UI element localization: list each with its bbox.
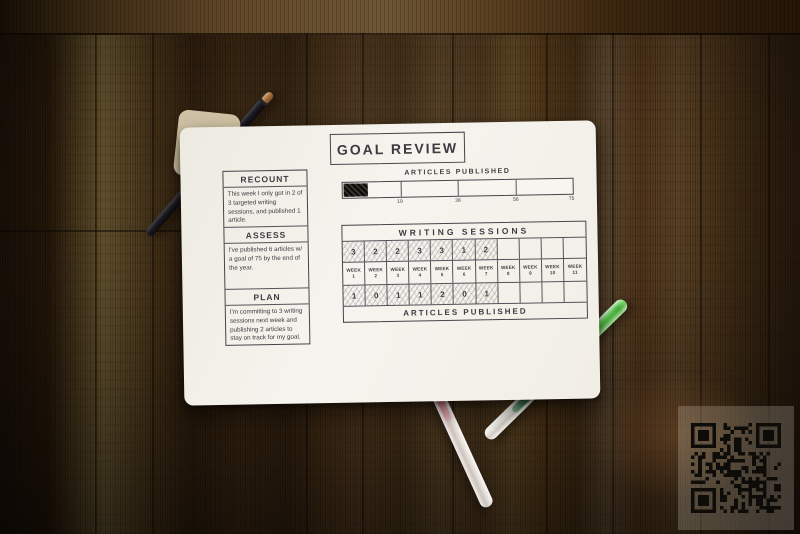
week-cell: WEEK 6 bbox=[453, 260, 476, 283]
week-cell: WEEK 1 bbox=[342, 262, 366, 285]
qr-code-overlay bbox=[678, 406, 794, 530]
session-cell bbox=[541, 237, 564, 259]
session-cell bbox=[497, 238, 520, 260]
session-cell: 3 bbox=[408, 240, 432, 261]
progress-tick bbox=[515, 179, 517, 195]
weekly-tracker-table: WRITING SESSIONS 3 2 2 3 3 1 2 WEEK 1 WEE… bbox=[341, 220, 588, 323]
progress-tick bbox=[400, 181, 402, 197]
page-title: GOAL REVIEW bbox=[336, 139, 459, 158]
article-cell bbox=[564, 282, 586, 302]
article-cell bbox=[520, 282, 543, 303]
article-cell: 0 bbox=[453, 283, 477, 304]
article-cell: 2 bbox=[431, 283, 455, 305]
tick-label: 75 bbox=[568, 195, 575, 202]
week-cell: WEEK 7 bbox=[475, 260, 498, 283]
session-cell: 2 bbox=[364, 241, 388, 262]
qr-code-icon bbox=[691, 423, 781, 513]
section-header-recount: RECOUNT bbox=[223, 170, 307, 188]
session-cell: 1 bbox=[453, 239, 476, 260]
week-cell: WEEK 8 bbox=[497, 259, 521, 283]
wood-seam bbox=[768, 33, 770, 534]
review-sections: RECOUNT This week I only got in 2 of 3 t… bbox=[222, 169, 311, 346]
progress-fill-scribble bbox=[343, 183, 368, 197]
week-cell: WEEK 5 bbox=[431, 260, 454, 284]
week-number: 9 bbox=[529, 270, 532, 276]
week-cell: WEEK 3 bbox=[387, 261, 410, 285]
article-cell: 1 bbox=[387, 284, 410, 306]
session-cell bbox=[563, 238, 585, 258]
tick-label: 19 bbox=[397, 198, 403, 205]
wood-seam bbox=[0, 230, 182, 232]
wood-light-patch bbox=[590, 370, 760, 500]
wood-seam bbox=[700, 33, 702, 534]
wood-seam bbox=[95, 33, 97, 534]
session-cell: 2 bbox=[475, 239, 498, 260]
week-number: 11 bbox=[572, 269, 578, 275]
week-cell: WEEK 10 bbox=[541, 258, 565, 282]
wood-top-board bbox=[0, 0, 800, 35]
week-number: 7 bbox=[484, 271, 488, 277]
tick-label: 56 bbox=[513, 196, 519, 203]
week-number: 2 bbox=[374, 273, 378, 279]
wood-seam bbox=[152, 33, 154, 534]
week-cell: WEEK 4 bbox=[409, 261, 432, 284]
week-cell: WEEK 11 bbox=[564, 259, 586, 281]
section-text-plan: I'm committing to 3 writing sessions nex… bbox=[229, 307, 303, 343]
week-cell: WEEK 2 bbox=[365, 262, 388, 285]
section-header-plan: PLAN bbox=[225, 288, 309, 306]
article-cell: 1 bbox=[343, 285, 366, 306]
week-number: 1 bbox=[352, 273, 356, 279]
week-number: 6 bbox=[462, 271, 466, 277]
wood-seam bbox=[612, 33, 614, 534]
week-number: 5 bbox=[440, 272, 444, 278]
goal-review-page: GOAL REVIEW RECOUNT This week I only got… bbox=[179, 120, 601, 406]
session-cell: 3 bbox=[342, 241, 366, 262]
section-text-recount: This week I only got in 2 of 3 targeted … bbox=[223, 186, 308, 228]
week-number: 8 bbox=[506, 270, 510, 276]
tick-label: 38 bbox=[455, 197, 461, 204]
articles-progress: ARTICLES PUBLISHED 19 38 56 75 bbox=[341, 167, 574, 208]
article-cell bbox=[497, 282, 521, 304]
session-cell: 3 bbox=[430, 239, 454, 261]
week-number: 3 bbox=[396, 272, 400, 278]
article-cell: 1 bbox=[409, 284, 433, 305]
section-text-assess: I've published 6 articles w/ a goal of 7… bbox=[224, 242, 309, 290]
tracker-footer: ARTICLES PUBLISHED bbox=[403, 306, 528, 318]
session-cell: 2 bbox=[386, 240, 410, 262]
article-cell: 1 bbox=[475, 283, 499, 304]
session-cell bbox=[519, 238, 542, 259]
article-cell: 0 bbox=[365, 285, 388, 306]
article-cell bbox=[542, 281, 565, 303]
progress-tick bbox=[457, 180, 459, 196]
section-header-assess: ASSESS bbox=[224, 226, 308, 244]
progress-label: ARTICLES PUBLISHED bbox=[404, 167, 511, 177]
page-title-box: GOAL REVIEW bbox=[329, 131, 466, 166]
week-cell: WEEK 9 bbox=[519, 259, 543, 282]
week-number: 10 bbox=[549, 270, 556, 276]
week-number: 4 bbox=[418, 272, 422, 278]
